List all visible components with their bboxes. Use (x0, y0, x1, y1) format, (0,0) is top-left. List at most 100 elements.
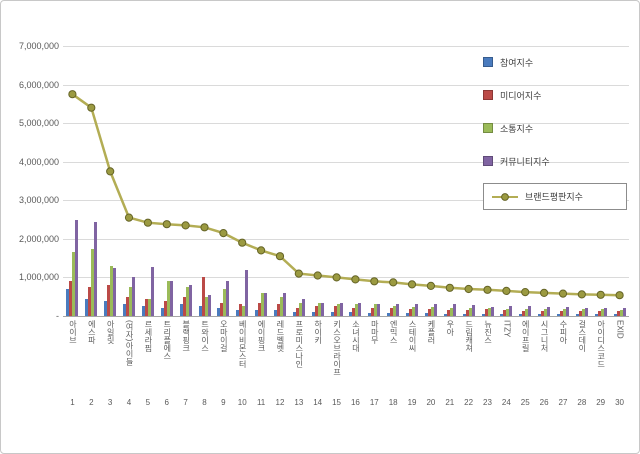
bar (301, 298, 305, 316)
x-axis-rank-label: 19 (407, 398, 417, 407)
bar (443, 313, 447, 316)
line-marker (351, 275, 360, 284)
x-axis-category-label: 레드벨벳 (275, 320, 285, 352)
legend-label: 미디어지수 (500, 90, 542, 101)
bar (471, 305, 475, 316)
bar (336, 304, 340, 316)
x-axis-category-label: 하이키 (313, 320, 323, 344)
x-axis-category-label: 아일릿 (106, 320, 116, 344)
line-marker (332, 273, 341, 282)
line-marker (483, 285, 492, 294)
bar (465, 309, 469, 316)
x-axis-category-label: EXID (615, 320, 625, 339)
x-axis-rank-label: 22 (464, 398, 474, 407)
x-axis-category-label: 우아 (445, 320, 455, 336)
bar (409, 309, 413, 316)
bar (169, 281, 173, 316)
bar (66, 289, 70, 316)
bar (377, 304, 381, 316)
x-axis-category-label: 마마무 (370, 320, 380, 344)
line-marker (615, 291, 624, 300)
bar (594, 314, 598, 316)
line-marker (596, 290, 605, 299)
bar (314, 306, 318, 316)
x-axis-category-label: 에이핑크 (257, 320, 267, 352)
line-marker (389, 278, 398, 287)
bar (129, 287, 133, 316)
bar (264, 292, 268, 316)
bar (185, 287, 189, 316)
line-marker (219, 229, 228, 238)
x-axis-rank-label: 11 (256, 398, 266, 407)
legend-swatch (483, 123, 493, 133)
bar (163, 301, 167, 316)
x-axis-category-label: 뉴진스 (483, 320, 493, 344)
plot-area (63, 46, 629, 317)
legend-item-2: 미디어지수 (483, 84, 633, 106)
x-axis-rank-label: 28 (577, 398, 587, 407)
bar (616, 311, 620, 316)
line-marker (106, 167, 115, 176)
x-axis-category-label: 트와이스 (200, 320, 210, 352)
bar (150, 267, 154, 316)
legend-line-sample (492, 192, 518, 201)
y-axis-tick: 5,000,000 (18, 118, 59, 129)
bar (223, 289, 227, 316)
x-axis-rank-label: 18 (388, 398, 398, 407)
x-axis-rank-label: 10 (237, 398, 247, 407)
bar (506, 308, 510, 316)
bar (390, 308, 394, 316)
legend-item-1: 참여지수 (483, 51, 633, 73)
bar (88, 287, 92, 316)
line-marker (445, 283, 454, 292)
bar (468, 308, 472, 316)
x-axis-category-label: 시그니처 (540, 320, 550, 352)
line-marker (275, 252, 285, 261)
legend-swatch (483, 90, 493, 100)
bar (578, 311, 582, 316)
bar (132, 277, 136, 316)
x-axis-rank-label: 4 (126, 398, 132, 407)
bar (396, 303, 400, 316)
line-marker (521, 288, 530, 297)
x-axis-rank-label: 24 (501, 398, 511, 407)
bar (562, 309, 566, 316)
x-axis-rank-label: 1 (70, 398, 75, 407)
bar (141, 306, 145, 316)
legend-item-brand-index: 브랜드평판지수 (483, 183, 627, 210)
bar (358, 302, 362, 316)
bar (333, 306, 337, 316)
bar (619, 309, 623, 316)
bar (352, 308, 356, 316)
line-marker (426, 281, 435, 290)
bar (179, 304, 183, 316)
legend-label: 브랜드평판지수 (525, 192, 583, 202)
bar (182, 296, 186, 316)
gridline (63, 238, 629, 240)
bar (188, 285, 192, 316)
x-axis-rank-label: 5 (145, 398, 151, 407)
gridline (63, 46, 629, 47)
bar (581, 309, 585, 316)
line-marker (294, 269, 303, 278)
bar (126, 296, 130, 316)
x-axis-category-label: 드림캐쳐 (464, 320, 474, 352)
bar (236, 310, 240, 316)
bar (104, 300, 108, 316)
bar (490, 306, 494, 316)
line-marker (313, 271, 322, 280)
x-axis-category-label: 스테이씨 (408, 320, 418, 352)
line-marker (143, 218, 153, 227)
bar (91, 248, 95, 316)
bar (430, 307, 434, 316)
x-axis-category-label: 키스오브라이프 (332, 320, 342, 376)
x-axis-category-label: 르세라핌 (143, 320, 153, 352)
y-axis-tick: - (56, 311, 59, 321)
line-marker (558, 289, 568, 298)
bar (330, 312, 334, 316)
bar (261, 292, 265, 316)
x-axis-rank-label: 30 (615, 398, 625, 407)
bar (487, 308, 491, 316)
bar (538, 314, 542, 316)
x-axis-rank-label: 15 (332, 398, 342, 407)
